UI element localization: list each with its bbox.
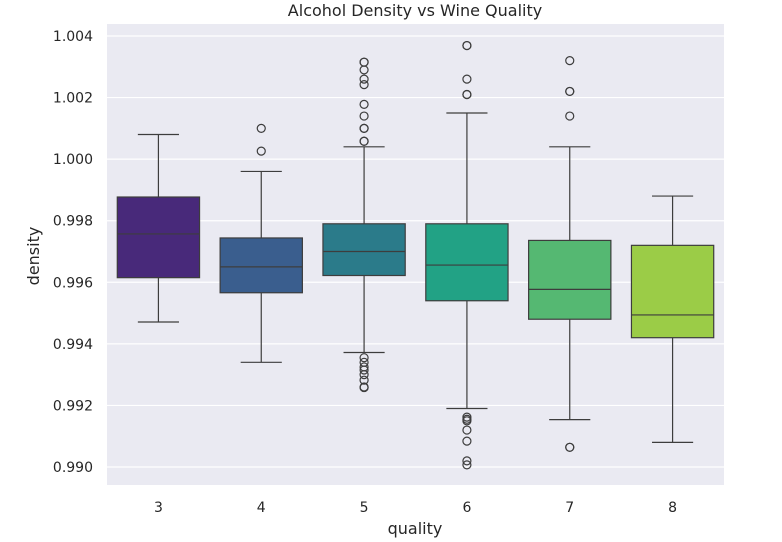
outlier-point <box>359 80 369 90</box>
iqr-box <box>425 223 509 302</box>
outlier-point <box>462 74 472 84</box>
outlier-point <box>565 86 575 97</box>
y-tick-label: 1.002 <box>53 91 93 107</box>
iqr-box <box>528 239 612 320</box>
x-tick-label: 6 <box>462 500 471 516</box>
outlier-point <box>359 382 369 393</box>
y-axis-label: density <box>24 227 43 286</box>
x-tick-label: 3 <box>154 500 163 516</box>
plot-background <box>107 24 724 485</box>
box-group-quality-5 <box>322 57 406 393</box>
x-tick-label: 8 <box>668 500 677 516</box>
outlier-point <box>462 460 472 470</box>
outlier-point <box>359 353 369 363</box>
outlier-point <box>359 136 369 146</box>
box-series <box>116 40 715 470</box>
outlier-point <box>462 40 472 51</box>
y-tick-label: 1.004 <box>53 29 93 45</box>
x-tick-label: 7 <box>565 500 574 516</box>
box-group-quality-8 <box>630 195 715 443</box>
outlier-point <box>359 365 369 375</box>
x-tick-label: 5 <box>360 500 369 516</box>
outlier-point <box>462 456 472 466</box>
outlier-point <box>462 425 472 435</box>
outlier-point <box>256 123 266 133</box>
x-axis-label: quality <box>388 519 443 538</box>
y-tick-label: 0.992 <box>53 398 93 414</box>
box-group-quality-4 <box>219 123 303 363</box>
y-tick-label: 0.990 <box>53 460 93 476</box>
iqr-box <box>116 196 201 279</box>
outlier-point <box>359 123 369 133</box>
outlier-point <box>462 89 472 100</box>
y-tick-label: 1.000 <box>53 152 93 168</box>
grid-lines <box>107 35 724 468</box>
outlier-point <box>462 416 472 426</box>
outlier-point <box>359 375 369 385</box>
x-tick-labels: 3 4 5 6 7 8 <box>154 500 677 516</box>
iqr-box <box>630 244 715 339</box>
chart-title: Alcohol Density vs Wine Quality <box>288 1 542 20</box>
y-tick-label: 0.994 <box>53 337 93 353</box>
outlier-point <box>565 442 575 452</box>
box-group-quality-3 <box>116 133 201 323</box>
outlier-point <box>359 74 369 84</box>
outlier-point <box>359 65 369 75</box>
y-tick-label: 0.996 <box>53 275 93 291</box>
y-tick-label: 0.998 <box>53 214 93 230</box>
iqr-box <box>322 223 406 277</box>
box-group-quality-6 <box>425 40 509 470</box>
box-group-quality-7 <box>528 56 612 452</box>
outlier-point <box>462 436 472 446</box>
outlier-point <box>359 370 369 380</box>
outlier-point <box>256 146 266 156</box>
x-tick-label: 4 <box>257 500 266 516</box>
outlier-point <box>565 56 575 66</box>
iqr-box <box>219 237 303 294</box>
outlier-point <box>359 111 369 121</box>
y-tick-labels: 0.990 0.992 0.994 0.996 0.998 1.000 1.002 1.004 <box>53 29 93 476</box>
outlier-point <box>565 111 575 121</box>
outlier-point <box>359 99 369 109</box>
